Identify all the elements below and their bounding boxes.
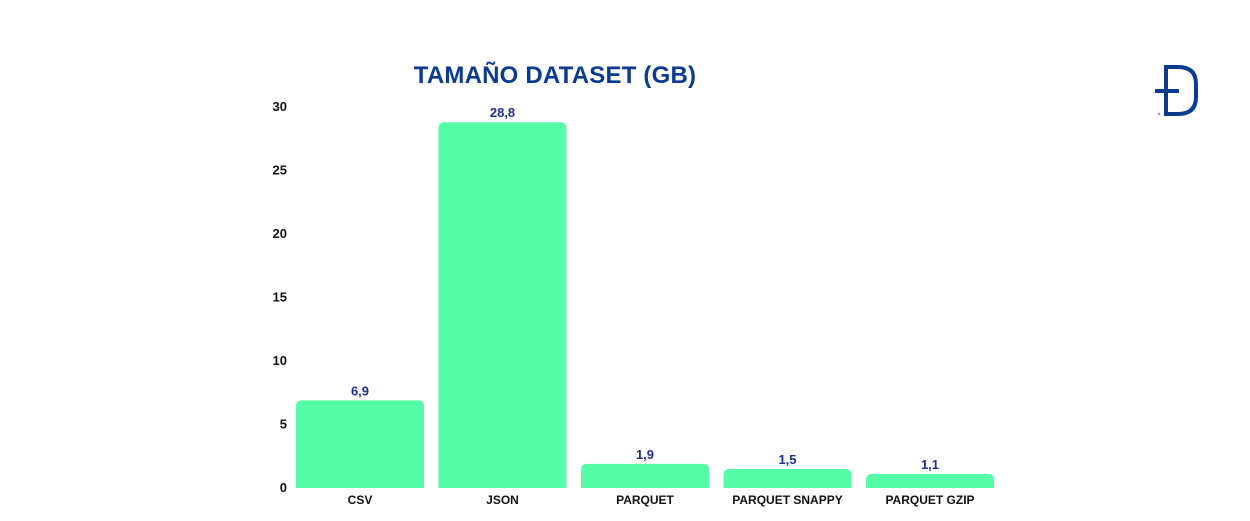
x-tick-label: PARQUET SNAPPY <box>732 493 842 507</box>
y-tick-label: 30 <box>273 99 287 114</box>
y-tick-label: 5 <box>280 417 287 432</box>
y-tick-label: 0 <box>280 480 287 495</box>
bar-value-label: 1,5 <box>778 452 796 467</box>
y-tick-label: 15 <box>273 290 287 305</box>
y-tick-label: 10 <box>273 353 287 368</box>
chart-title: TAMAÑO DATASET (GB) <box>413 62 697 89</box>
x-tick-label: PARQUET GZIP <box>885 493 974 507</box>
bar <box>866 474 994 488</box>
bar <box>296 400 424 488</box>
bar <box>723 468 852 488</box>
bar-value-label: 1,9 <box>636 447 654 462</box>
x-tick-label: CSV <box>348 493 373 507</box>
x-tick-label: JSON <box>486 493 519 507</box>
bar-value-label: 1,1 <box>921 457 939 472</box>
bar <box>581 463 709 488</box>
bar-value-label: 6,9 <box>351 383 369 398</box>
bar <box>438 122 567 489</box>
x-tick-label: PARQUET <box>616 493 674 507</box>
y-tick-label: 25 <box>273 163 287 178</box>
bar-value-label: 28,8 <box>490 105 515 120</box>
brand-logo-icon <box>1155 65 1198 116</box>
y-tick-label: 20 <box>273 226 287 241</box>
